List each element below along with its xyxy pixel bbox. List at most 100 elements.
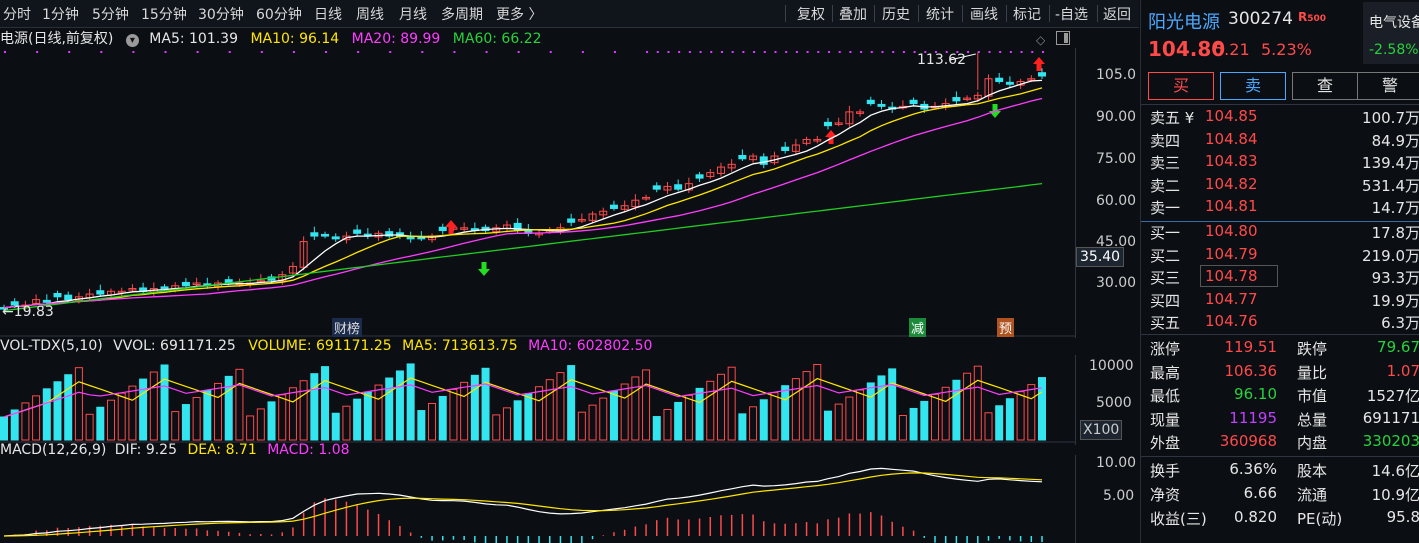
volume-bar bbox=[160, 364, 169, 441]
query-button[interactable]: 查 bbox=[1292, 72, 1358, 100]
signal-dot bbox=[934, 51, 937, 53]
macd-axis: 10.00 5.00 bbox=[1075, 455, 1140, 543]
period-tab-60min[interactable]: 60分钟 bbox=[256, 7, 302, 23]
candle-body bbox=[684, 183, 693, 191]
ask-volume: 100.7万 bbox=[1362, 109, 1419, 127]
period-tab-weekly[interactable]: 周线 bbox=[356, 7, 384, 23]
event-marker-forecast[interactable]: 预 bbox=[997, 318, 1015, 337]
signal-dot bbox=[667, 51, 670, 53]
signal-dot bbox=[881, 51, 884, 53]
signal-dot bbox=[763, 51, 766, 53]
period-tab-multi[interactable]: 多周期 bbox=[441, 7, 483, 23]
signal-dot bbox=[421, 51, 424, 53]
stat-value: 360968 bbox=[1219, 432, 1277, 450]
ask-row[interactable]: 卖三 104.83 139.4万 bbox=[1141, 152, 1419, 175]
signal-dot bbox=[678, 51, 681, 53]
candle-body bbox=[674, 184, 683, 190]
overlay-button[interactable]: 叠加 bbox=[839, 7, 867, 23]
volume-bar bbox=[877, 375, 886, 441]
kline-chart[interactable] bbox=[0, 48, 1139, 543]
watchlist-button[interactable]: -自选 bbox=[1055, 7, 1089, 23]
ask-label: 卖二 bbox=[1150, 176, 1181, 195]
candle-body bbox=[406, 236, 415, 240]
volume-bar bbox=[460, 381, 469, 441]
dif-value: DIF: 9.25 bbox=[114, 442, 177, 458]
stat-row: 涨停 119.51 跌停 79.67 bbox=[1141, 338, 1419, 362]
signal-dot bbox=[517, 51, 520, 53]
bid-volume: 19.9万 bbox=[1371, 291, 1419, 310]
sell-button[interactable]: 卖 bbox=[1220, 72, 1286, 100]
volume-bar bbox=[599, 397, 608, 441]
ask-row[interactable]: 卖四 104.84 84.9万 bbox=[1141, 130, 1419, 153]
bid-price: 104.78 bbox=[1205, 267, 1258, 285]
history-button[interactable]: 历史 bbox=[882, 7, 910, 23]
period-tab-more[interactable]: 更多 〉 bbox=[496, 7, 543, 23]
panel-toggle-icon[interactable] bbox=[1056, 31, 1070, 45]
period-tab-daily[interactable]: 日线 bbox=[314, 7, 342, 23]
signal-dot bbox=[870, 51, 873, 53]
volume-bar bbox=[834, 403, 843, 441]
bid-row[interactable]: 买三 104.78 93.3万 bbox=[1141, 267, 1419, 290]
ask-row[interactable]: 卖一 104.81 14.7万 bbox=[1141, 197, 1419, 220]
stock-code: 300274 bbox=[1228, 9, 1293, 29]
stat-value: 10.9亿 bbox=[1371, 486, 1419, 504]
volume-bar bbox=[984, 412, 993, 441]
dropdown-icon[interactable]: ▾ bbox=[125, 34, 139, 47]
macd-tick: 5.00 bbox=[1103, 488, 1135, 504]
stat-value: 1527亿 bbox=[1366, 387, 1419, 405]
volume-bar bbox=[813, 364, 822, 441]
volume-bar bbox=[1016, 391, 1025, 441]
event-marker-list[interactable]: 财榜 bbox=[332, 318, 363, 337]
signal-dot bbox=[956, 51, 959, 53]
signal-dot bbox=[688, 51, 691, 53]
period-tab-intraday[interactable]: 分时 bbox=[3, 7, 31, 23]
volume-bar bbox=[898, 414, 907, 441]
candle-body bbox=[192, 282, 201, 285]
low-price-label: ←19.83 bbox=[2, 304, 54, 320]
bid-label: 买三 bbox=[1150, 269, 1181, 287]
candle-body bbox=[53, 292, 62, 298]
period-tab-5min[interactable]: 5分钟 bbox=[92, 7, 129, 23]
bid-row[interactable]: 买二 104.79 219.0万 bbox=[1141, 245, 1419, 268]
stat-label: 股本 bbox=[1297, 462, 1328, 480]
ma10-value: MA10: 96.14 bbox=[250, 31, 340, 47]
volume-ma5-line bbox=[3, 377, 1043, 418]
back-button[interactable]: 返回 bbox=[1103, 7, 1131, 23]
stat-value: 0.820 bbox=[1234, 508, 1277, 526]
period-tab-monthly[interactable]: 月线 bbox=[399, 7, 427, 23]
candle-body bbox=[577, 219, 586, 222]
period-tab-30min[interactable]: 30分钟 bbox=[198, 7, 244, 23]
volume-bar bbox=[214, 382, 223, 441]
signal-dot bbox=[4, 51, 6, 53]
price-change-pct: 5.23% bbox=[1261, 40, 1312, 59]
bid-row[interactable]: 买一 104.80 17.8万 bbox=[1141, 222, 1419, 245]
alert-button[interactable]: 警 bbox=[1357, 72, 1419, 100]
bid-row[interactable]: 买五 104.76 6.3万 bbox=[1141, 312, 1419, 335]
period-tab-1min[interactable]: 1分钟 bbox=[42, 7, 79, 23]
ask-row[interactable]: 卖二 104.82 531.4万 bbox=[1141, 175, 1419, 198]
bid-row[interactable]: 买四 104.77 19.9万 bbox=[1141, 290, 1419, 313]
signal-dot bbox=[699, 51, 702, 53]
sector-box[interactable]: 电气设备 -2.58% bbox=[1363, 2, 1419, 64]
buy-button[interactable]: 买 bbox=[1148, 72, 1214, 100]
candle-body bbox=[759, 156, 768, 165]
volume-bar bbox=[246, 415, 255, 441]
statistics-button[interactable]: 统计 bbox=[926, 7, 954, 23]
signal-dot bbox=[549, 51, 552, 53]
event-marker-reduce[interactable]: 减 bbox=[909, 318, 927, 337]
macd-value: MACD: 1.08 bbox=[267, 442, 350, 458]
volume-bar bbox=[331, 412, 340, 441]
candle-body bbox=[727, 163, 736, 169]
candle-body bbox=[32, 299, 41, 304]
draw-line-button[interactable]: 画线 bbox=[970, 7, 998, 23]
ask-row[interactable]: 卖五 ¥ 104.85 100.7万 bbox=[1141, 107, 1419, 130]
adjust-button[interactable]: 复权 bbox=[797, 7, 825, 23]
volume-bar bbox=[342, 405, 351, 441]
footer-tab[interactable] bbox=[1150, 534, 1154, 543]
stat-row: 换手 6.36% 股本 14.6亿 bbox=[1141, 460, 1419, 484]
signal-dot bbox=[913, 51, 916, 53]
diamond-icon[interactable]: ◇ bbox=[1036, 33, 1046, 47]
volume-bar bbox=[727, 366, 736, 441]
period-tab-15min[interactable]: 15分钟 bbox=[141, 7, 187, 23]
mark-button[interactable]: 标记 bbox=[1013, 7, 1041, 23]
